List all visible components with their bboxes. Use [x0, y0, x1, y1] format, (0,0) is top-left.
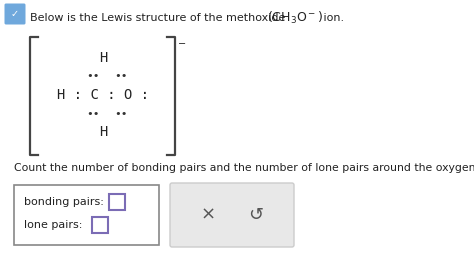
Text: bonding pairs:: bonding pairs: — [24, 197, 108, 207]
Text: −: − — [178, 39, 186, 49]
Text: $\left(\mathrm{CH_3O^-}\right)$: $\left(\mathrm{CH_3O^-}\right)$ — [267, 10, 323, 26]
Text: ✓: ✓ — [11, 10, 19, 20]
Text: ↺: ↺ — [248, 206, 264, 224]
Text: H: H — [99, 51, 107, 65]
Text: ••: •• — [114, 109, 128, 119]
Text: ion.: ion. — [320, 13, 344, 23]
Text: H : C : O :: H : C : O : — [57, 88, 149, 102]
Text: ••: •• — [114, 71, 128, 81]
Text: ••: •• — [86, 109, 100, 119]
Text: Below is the Lewis structure of the methoxide: Below is the Lewis structure of the meth… — [30, 13, 289, 23]
Text: Count the number of bonding pairs and the number of lone pairs around the oxygen: Count the number of bonding pairs and th… — [14, 163, 474, 173]
Text: ••: •• — [86, 71, 100, 81]
FancyBboxPatch shape — [109, 194, 125, 210]
Text: ×: × — [201, 206, 216, 224]
Text: H: H — [99, 125, 107, 139]
FancyBboxPatch shape — [4, 4, 26, 24]
FancyBboxPatch shape — [92, 217, 108, 233]
FancyBboxPatch shape — [14, 185, 159, 245]
Text: lone pairs:: lone pairs: — [24, 220, 86, 230]
FancyBboxPatch shape — [170, 183, 294, 247]
